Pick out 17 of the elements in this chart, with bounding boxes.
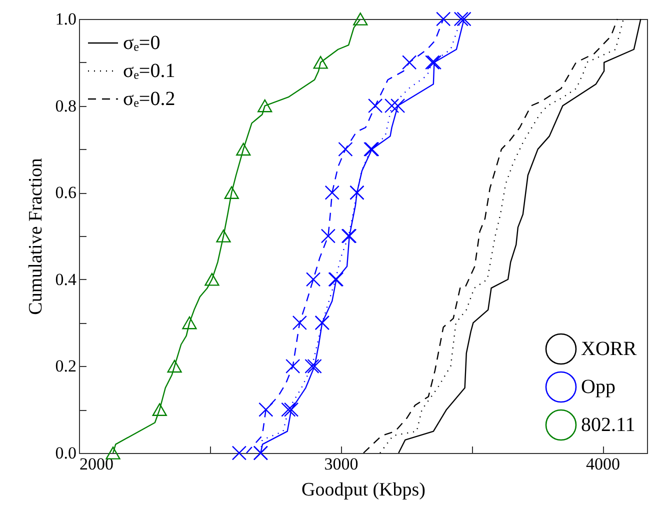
annotation: σₑ=0.2	[123, 88, 176, 110]
annotation: σₑ=0	[123, 32, 160, 54]
y-tick-label: 0.8	[55, 96, 76, 116]
x-axis-title: Goodput (Kbps)	[301, 480, 426, 500]
x-tick-label: 2000	[80, 454, 114, 474]
legend-label: Opp	[581, 376, 616, 398]
y-tick-label: 0.4	[55, 270, 77, 289]
y-tick-label: 1.0	[55, 10, 76, 28]
x-tick-label: 3000	[324, 454, 358, 474]
legend-label: XORR	[581, 338, 638, 360]
legend-label: 802.11	[581, 414, 636, 436]
annotation: σₑ=0.1	[123, 60, 176, 82]
y-tick-label: 0.0	[55, 444, 76, 462]
y-tick-label: 0.2	[55, 356, 76, 376]
y-axis-title: Cumulative Fraction	[25, 158, 46, 315]
y-tick-label: 0.6	[55, 183, 76, 202]
x-tick-label: 4000	[586, 454, 620, 474]
